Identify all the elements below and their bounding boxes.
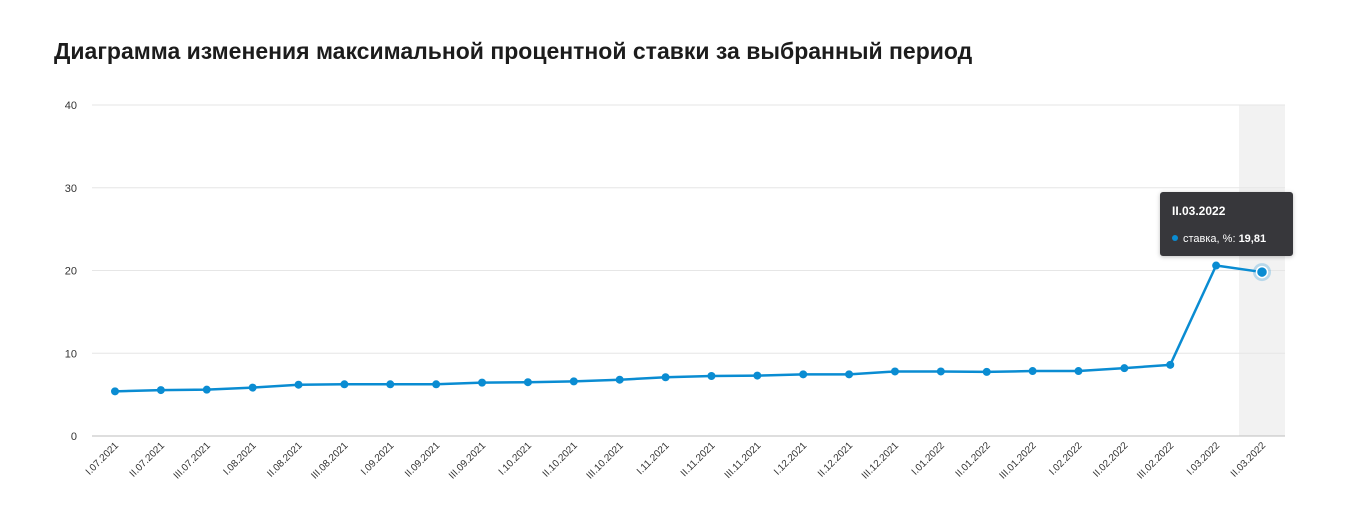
data-point [523, 378, 532, 387]
tooltip-title: II.03.2022 [1172, 204, 1226, 218]
data-point [982, 367, 991, 376]
data-point [845, 370, 854, 379]
y-tick-label: 10 [65, 348, 77, 360]
x-tick-label: I.07.2021 [84, 440, 122, 478]
data-point [294, 380, 303, 389]
tooltip-series-label: ставка, %: [1183, 233, 1236, 245]
x-tick-label: II.02.2022 [1091, 440, 1131, 480]
data-point [799, 370, 808, 379]
x-tick-label: I.11.2021 [635, 440, 672, 477]
x-tick-label: I.10.2021 [497, 440, 535, 478]
y-tick-label: 30 [65, 183, 77, 195]
data-point [202, 385, 211, 394]
x-tick-label: I.08.2021 [221, 440, 259, 478]
data-point [569, 377, 578, 386]
y-tick-label: 40 [65, 100, 77, 112]
data-point [936, 367, 945, 376]
x-tick-label: II.01.2022 [954, 440, 994, 480]
x-tick-label: II.12.2021 [816, 440, 856, 480]
x-tick-label: II.03.2022 [1229, 440, 1269, 480]
tooltip-value: 19,81 [1238, 233, 1267, 245]
data-point [386, 380, 395, 389]
data-point [1028, 367, 1037, 376]
data-point [890, 367, 899, 376]
x-tick-label: III.11.2021 [723, 440, 764, 481]
x-tick-label: II.08.2021 [265, 440, 305, 480]
data-point [1166, 360, 1175, 369]
x-tick-label: II.10.2021 [541, 440, 581, 480]
data-tooltip: II.03.2022 ставка, %: 19,81 [1160, 192, 1293, 256]
data-point [615, 375, 624, 384]
x-tick-label: III.01.2022 [998, 440, 1040, 482]
data-point [1212, 261, 1221, 270]
data-point [432, 380, 441, 389]
data-point [111, 387, 119, 396]
x-tick-label: I.03.2022 [1185, 440, 1223, 478]
x-tick-label: II.09.2021 [403, 440, 443, 480]
data-point [661, 373, 670, 382]
x-tick-label: I.12.2021 [772, 440, 810, 478]
x-tick-label: I.09.2021 [359, 440, 397, 478]
tooltip-row: ставка, %: 19,81 [1172, 232, 1281, 246]
x-tick-label: III.02.2022 [1135, 440, 1177, 482]
data-point [707, 372, 716, 381]
x-tick-label: III.09.2021 [447, 440, 489, 482]
data-point [340, 380, 349, 389]
data-point-highlight [1255, 265, 1269, 279]
series-color-dot [1172, 235, 1178, 241]
chart-title: Диаграмма изменения максимальной процент… [54, 38, 973, 64]
x-tick-label: III.08.2021 [309, 440, 351, 482]
x-tick-label: III.10.2021 [585, 440, 627, 482]
x-tick-label: III.12.2021 [860, 440, 902, 482]
data-point [1120, 364, 1129, 373]
data-point [753, 371, 762, 380]
x-tick-label: II.07.2021 [128, 440, 168, 480]
data-point [248, 383, 257, 392]
data-point [478, 378, 487, 387]
x-tick-label: I.02.2022 [1047, 440, 1085, 478]
y-tick-label: 0 [71, 431, 77, 443]
x-tick-label: I.01.2022 [910, 440, 948, 478]
y-tick-label: 20 [65, 266, 77, 278]
x-tick-label: III.07.2021 [172, 440, 214, 482]
data-point [1074, 367, 1083, 376]
series-line [114, 264, 1263, 393]
x-tick-label: II.11.2021 [679, 440, 718, 479]
data-point [156, 386, 165, 395]
